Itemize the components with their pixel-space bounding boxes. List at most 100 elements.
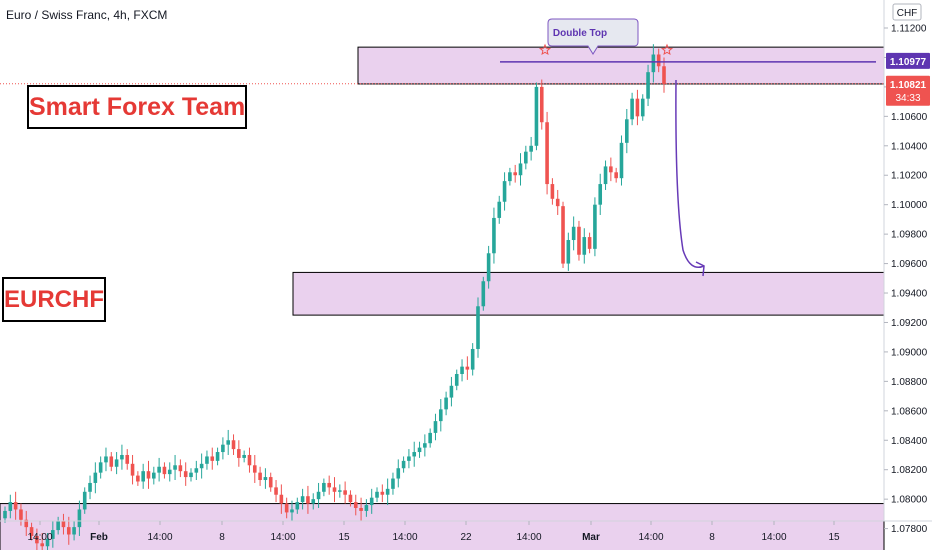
candle[interactable]: [109, 452, 114, 472]
candle[interactable]: [332, 477, 337, 503]
candle[interactable]: [82, 487, 87, 514]
candle[interactable]: [279, 484, 284, 514]
candle[interactable]: [274, 480, 278, 503]
candle[interactable]: [3, 506, 7, 523]
candle[interactable]: [364, 499, 369, 517]
candle[interactable]: [114, 452, 119, 475]
candle[interactable]: [593, 197, 597, 257]
candle[interactable]: [104, 447, 108, 472]
candle[interactable]: [221, 437, 225, 460]
candle[interactable]: [178, 459, 183, 478]
candle[interactable]: [327, 475, 331, 495]
candle[interactable]: [385, 478, 390, 506]
candle[interactable]: [146, 460, 151, 489]
candle[interactable]: [391, 472, 395, 495]
candle[interactable]: [401, 456, 406, 473]
zone-box[interactable]: [0, 503, 885, 550]
candle[interactable]: [545, 111, 549, 195]
candle[interactable]: [120, 444, 124, 470]
candle[interactable]: [577, 220, 581, 261]
candle[interactable]: [454, 369, 459, 391]
candle[interactable]: [258, 466, 262, 486]
candle[interactable]: [247, 447, 252, 473]
candle[interactable]: [242, 450, 246, 463]
candle[interactable]: [524, 145, 528, 170]
candle[interactable]: [141, 463, 145, 489]
candle[interactable]: [205, 450, 209, 470]
candle[interactable]: [561, 201, 565, 268]
candle[interactable]: [529, 136, 533, 161]
candle[interactable]: [662, 57, 666, 93]
candle[interactable]: [77, 500, 82, 536]
candle[interactable]: [640, 94, 645, 121]
candle[interactable]: [56, 516, 60, 535]
candle[interactable]: [237, 440, 241, 467]
zone-box[interactable]: [292, 271, 885, 316]
candle[interactable]: [449, 376, 454, 407]
candle[interactable]: [470, 343, 475, 376]
candle[interactable]: [624, 108, 629, 154]
candle[interactable]: [619, 135, 624, 186]
candle[interactable]: [194, 460, 199, 481]
candle[interactable]: [513, 164, 517, 183]
candle[interactable]: [98, 456, 103, 479]
candle[interactable]: [93, 462, 98, 494]
candle[interactable]: [369, 488, 374, 514]
candle[interactable]: [29, 522, 34, 541]
candle[interactable]: [571, 216, 576, 251]
candle[interactable]: [476, 297, 480, 358]
candle[interactable]: [125, 449, 130, 470]
candle[interactable]: [252, 454, 257, 483]
candle[interactable]: [550, 178, 555, 205]
candle[interactable]: [72, 521, 76, 541]
candle[interactable]: [343, 481, 347, 504]
candle[interactable]: [566, 232, 571, 271]
candle[interactable]: [88, 475, 92, 500]
candle[interactable]: [162, 462, 167, 479]
candle[interactable]: [502, 172, 507, 211]
candle[interactable]: [417, 441, 422, 458]
candle[interactable]: [492, 207, 496, 264]
candle[interactable]: [481, 276, 486, 311]
candle[interactable]: [189, 468, 193, 482]
candle[interactable]: [13, 491, 18, 520]
candle[interactable]: [598, 173, 603, 215]
candle[interactable]: [316, 482, 321, 508]
candle[interactable]: [231, 434, 236, 455]
candle[interactable]: [609, 157, 613, 182]
candle[interactable]: [40, 533, 45, 550]
candle[interactable]: [614, 167, 618, 183]
candle[interactable]: [646, 64, 650, 107]
candle[interactable]: [359, 497, 363, 522]
candle[interactable]: [380, 484, 385, 503]
candle[interactable]: [295, 497, 300, 514]
candle[interactable]: [311, 493, 316, 510]
candle[interactable]: [45, 533, 50, 550]
candle[interactable]: [635, 89, 640, 126]
candle[interactable]: [130, 454, 135, 485]
candle[interactable]: [19, 503, 23, 526]
candle[interactable]: [24, 510, 29, 536]
candle[interactable]: [423, 434, 427, 457]
candle[interactable]: [603, 160, 608, 190]
candle[interactable]: [497, 195, 502, 224]
candle[interactable]: [396, 459, 401, 488]
candle[interactable]: [539, 79, 544, 130]
candle[interactable]: [215, 447, 220, 466]
candle[interactable]: [518, 153, 523, 186]
candle[interactable]: [35, 528, 39, 550]
candle[interactable]: [587, 232, 592, 254]
candle[interactable]: [656, 48, 661, 73]
candle[interactable]: [51, 521, 55, 548]
candle[interactable]: [407, 449, 411, 469]
candle[interactable]: [306, 485, 310, 514]
candle[interactable]: [173, 454, 177, 481]
currency-box[interactable]: [892, 3, 922, 21]
candle[interactable]: [353, 494, 358, 516]
candle[interactable]: [438, 399, 443, 432]
candle[interactable]: [284, 497, 289, 519]
candle[interactable]: [268, 472, 273, 492]
candle[interactable]: [199, 453, 204, 479]
candle[interactable]: [61, 513, 66, 535]
